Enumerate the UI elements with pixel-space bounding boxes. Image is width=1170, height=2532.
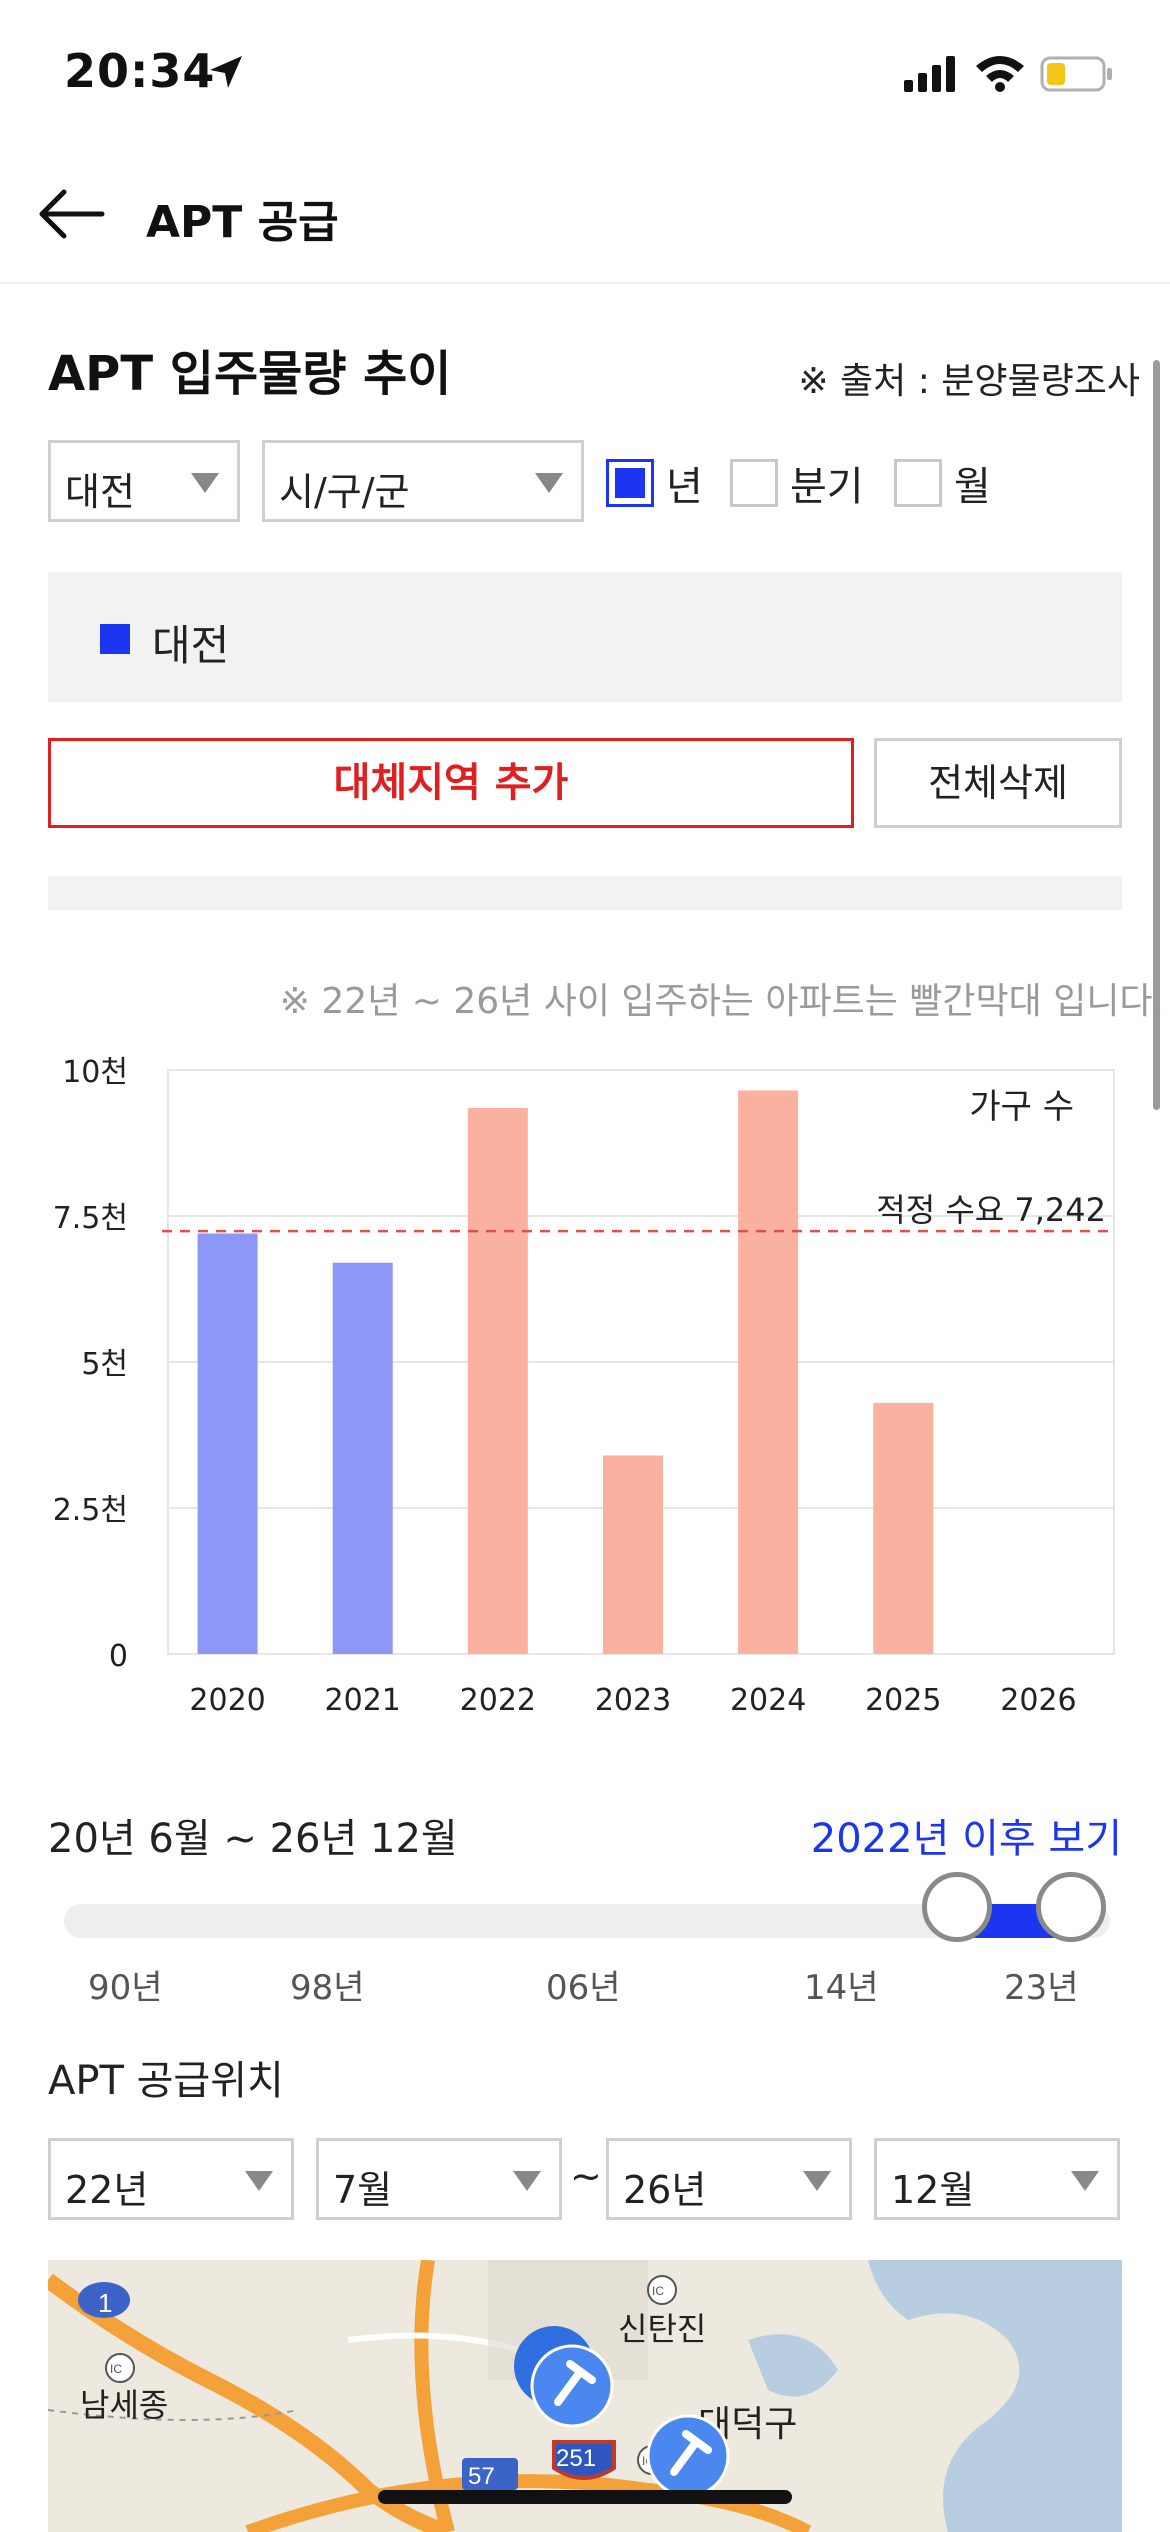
legend-panel: 대전 bbox=[48, 572, 1122, 702]
back-arrow-icon[interactable] bbox=[38, 188, 106, 240]
period-year-label: 년 bbox=[666, 464, 703, 510]
checkbox-checked-icon[interactable] bbox=[606, 459, 654, 507]
bar-2021 bbox=[332, 1262, 393, 1654]
range-separator: ~ bbox=[570, 2154, 602, 2198]
location-arrow-icon bbox=[210, 56, 242, 88]
app-header: APT 공급 bbox=[0, 150, 1170, 284]
view-after-2022-link[interactable]: 2022년 이후 보기 bbox=[810, 1816, 1122, 1862]
y-tick-label: 2.5천 bbox=[53, 1493, 128, 1528]
add-region-button[interactable]: 대체지역 추가 bbox=[48, 738, 854, 828]
map-road-number: 57 bbox=[468, 2463, 495, 2490]
x-tick-label: 2020 bbox=[189, 1683, 265, 1718]
x-tick-label: 2023 bbox=[595, 1683, 671, 1718]
home-indicator[interactable] bbox=[378, 2490, 792, 2504]
slider-tick-label: 23년 bbox=[1004, 1968, 1079, 2008]
district-select[interactable]: 시/구/군 bbox=[262, 440, 584, 522]
period-quarter-checkbox[interactable]: 분기 bbox=[730, 458, 864, 510]
bar-2025 bbox=[873, 1402, 934, 1654]
region-select-value: 대전 bbox=[65, 470, 135, 514]
legend-swatch bbox=[100, 624, 130, 654]
period-month-checkbox[interactable]: 월 bbox=[894, 458, 991, 510]
y-tick-label: 10천 bbox=[62, 1055, 128, 1090]
period-year-checkbox[interactable]: 년 bbox=[606, 458, 703, 510]
x-tick-label: 2021 bbox=[325, 1683, 401, 1718]
status-bar: 20:34 bbox=[0, 0, 1170, 150]
period-month-label: 월 bbox=[954, 464, 991, 510]
chevron-down-icon bbox=[245, 2171, 273, 2191]
scrollbar[interactable] bbox=[1153, 360, 1160, 1110]
legend-label: 대전 bbox=[152, 621, 230, 670]
data-source: ※ 출처 : 분양물량조사 bbox=[798, 361, 1140, 402]
slider-end-handle[interactable] bbox=[1036, 1872, 1106, 1942]
slider-start-handle[interactable] bbox=[922, 1872, 992, 1942]
slider-tick-label: 98년 bbox=[290, 1968, 365, 2008]
map-label-sintanjin: 신탄진 bbox=[618, 2310, 706, 2348]
y-tick-label: 0 bbox=[109, 1639, 128, 1674]
supply-location-map[interactable]: 1 IC IC IC 신탄진 남세종 대덕구 57 251 bbox=[48, 2260, 1122, 2532]
end-year-select[interactable]: 26년 bbox=[606, 2138, 852, 2220]
auction-marker-icon[interactable] bbox=[646, 2414, 730, 2498]
end-month-select[interactable]: 12월 bbox=[874, 2138, 1120, 2220]
supply-bar-chart: 0 2.5천 5천 7.5천 10천 2020 2021 2022 2023 2024 2025 20… bbox=[53, 1055, 1115, 1718]
delete-all-button[interactable]: 전체삭제 bbox=[874, 738, 1122, 828]
y-tick-label: 7.5천 bbox=[53, 1201, 128, 1236]
cellular-signal-icon bbox=[904, 56, 955, 92]
bar-2024 bbox=[738, 1090, 799, 1654]
auction-marker-icon[interactable] bbox=[514, 2326, 614, 2428]
divider-strip bbox=[48, 876, 1122, 910]
bar-2023 bbox=[603, 1455, 663, 1654]
period-range-slider[interactable] bbox=[64, 1872, 1110, 1942]
x-tick-label: 2022 bbox=[460, 1683, 536, 1718]
map-road-number: 251 bbox=[556, 2445, 596, 2472]
end-year-value: 26년 bbox=[623, 2168, 707, 2212]
bar-2022 bbox=[467, 1107, 528, 1654]
chevron-down-icon bbox=[535, 473, 563, 493]
slider-tick-label: 90년 bbox=[88, 1968, 163, 2008]
chevron-down-icon bbox=[513, 2171, 541, 2191]
chevron-down-icon bbox=[191, 473, 219, 493]
checkbox-icon[interactable] bbox=[894, 459, 942, 507]
range-title: 20년 6월 ~ 26년 12월 bbox=[48, 1816, 458, 1862]
y-axis-label: 가구 수 bbox=[969, 1087, 1074, 1127]
status-time: 20:34 bbox=[64, 44, 216, 98]
district-select-value: 시/구/군 bbox=[279, 470, 410, 514]
x-tick-label: 2024 bbox=[730, 1683, 806, 1718]
map-ic-label: IC bbox=[110, 2362, 122, 2376]
battery-icon bbox=[1040, 56, 1112, 92]
chart-note: ※ 22년 ~ 26년 사이 입주하는 아파트는 빨간막대 입니다. bbox=[279, 981, 1164, 1022]
wifi-icon bbox=[976, 56, 1024, 92]
start-month-select[interactable]: 7월 bbox=[316, 2138, 562, 2220]
chevron-down-icon bbox=[1071, 2171, 1099, 2191]
chevron-down-icon bbox=[803, 2171, 831, 2191]
start-month-value: 7월 bbox=[333, 2168, 393, 2212]
start-year-value: 22년 bbox=[65, 2168, 149, 2212]
x-tick-label: 2026 bbox=[1000, 1683, 1076, 1718]
section-title: APT 입주물량 추이 bbox=[48, 346, 452, 402]
start-year-select[interactable]: 22년 bbox=[48, 2138, 294, 2220]
period-quarter-label: 분기 bbox=[790, 464, 864, 510]
end-month-value: 12월 bbox=[891, 2168, 975, 2212]
map-label-namsejong: 남세종 bbox=[80, 2386, 168, 2424]
map-road-number: 1 bbox=[98, 2288, 112, 2318]
x-tick-label: 2025 bbox=[865, 1683, 941, 1718]
map-ic-label: IC bbox=[652, 2284, 664, 2298]
slider-tick-label: 06년 bbox=[546, 1968, 621, 2008]
page-title: APT 공급 bbox=[146, 197, 339, 248]
checkbox-icon[interactable] bbox=[730, 459, 778, 507]
y-tick-label: 5천 bbox=[81, 1347, 128, 1382]
reference-line-label: 적정 수요 7,242 bbox=[876, 1191, 1106, 1229]
bar-2020 bbox=[197, 1233, 258, 1654]
region-select[interactable]: 대전 bbox=[48, 440, 240, 522]
location-title: APT 공급위치 bbox=[48, 2058, 284, 2104]
slider-tick-label: 14년 bbox=[804, 1968, 879, 2008]
